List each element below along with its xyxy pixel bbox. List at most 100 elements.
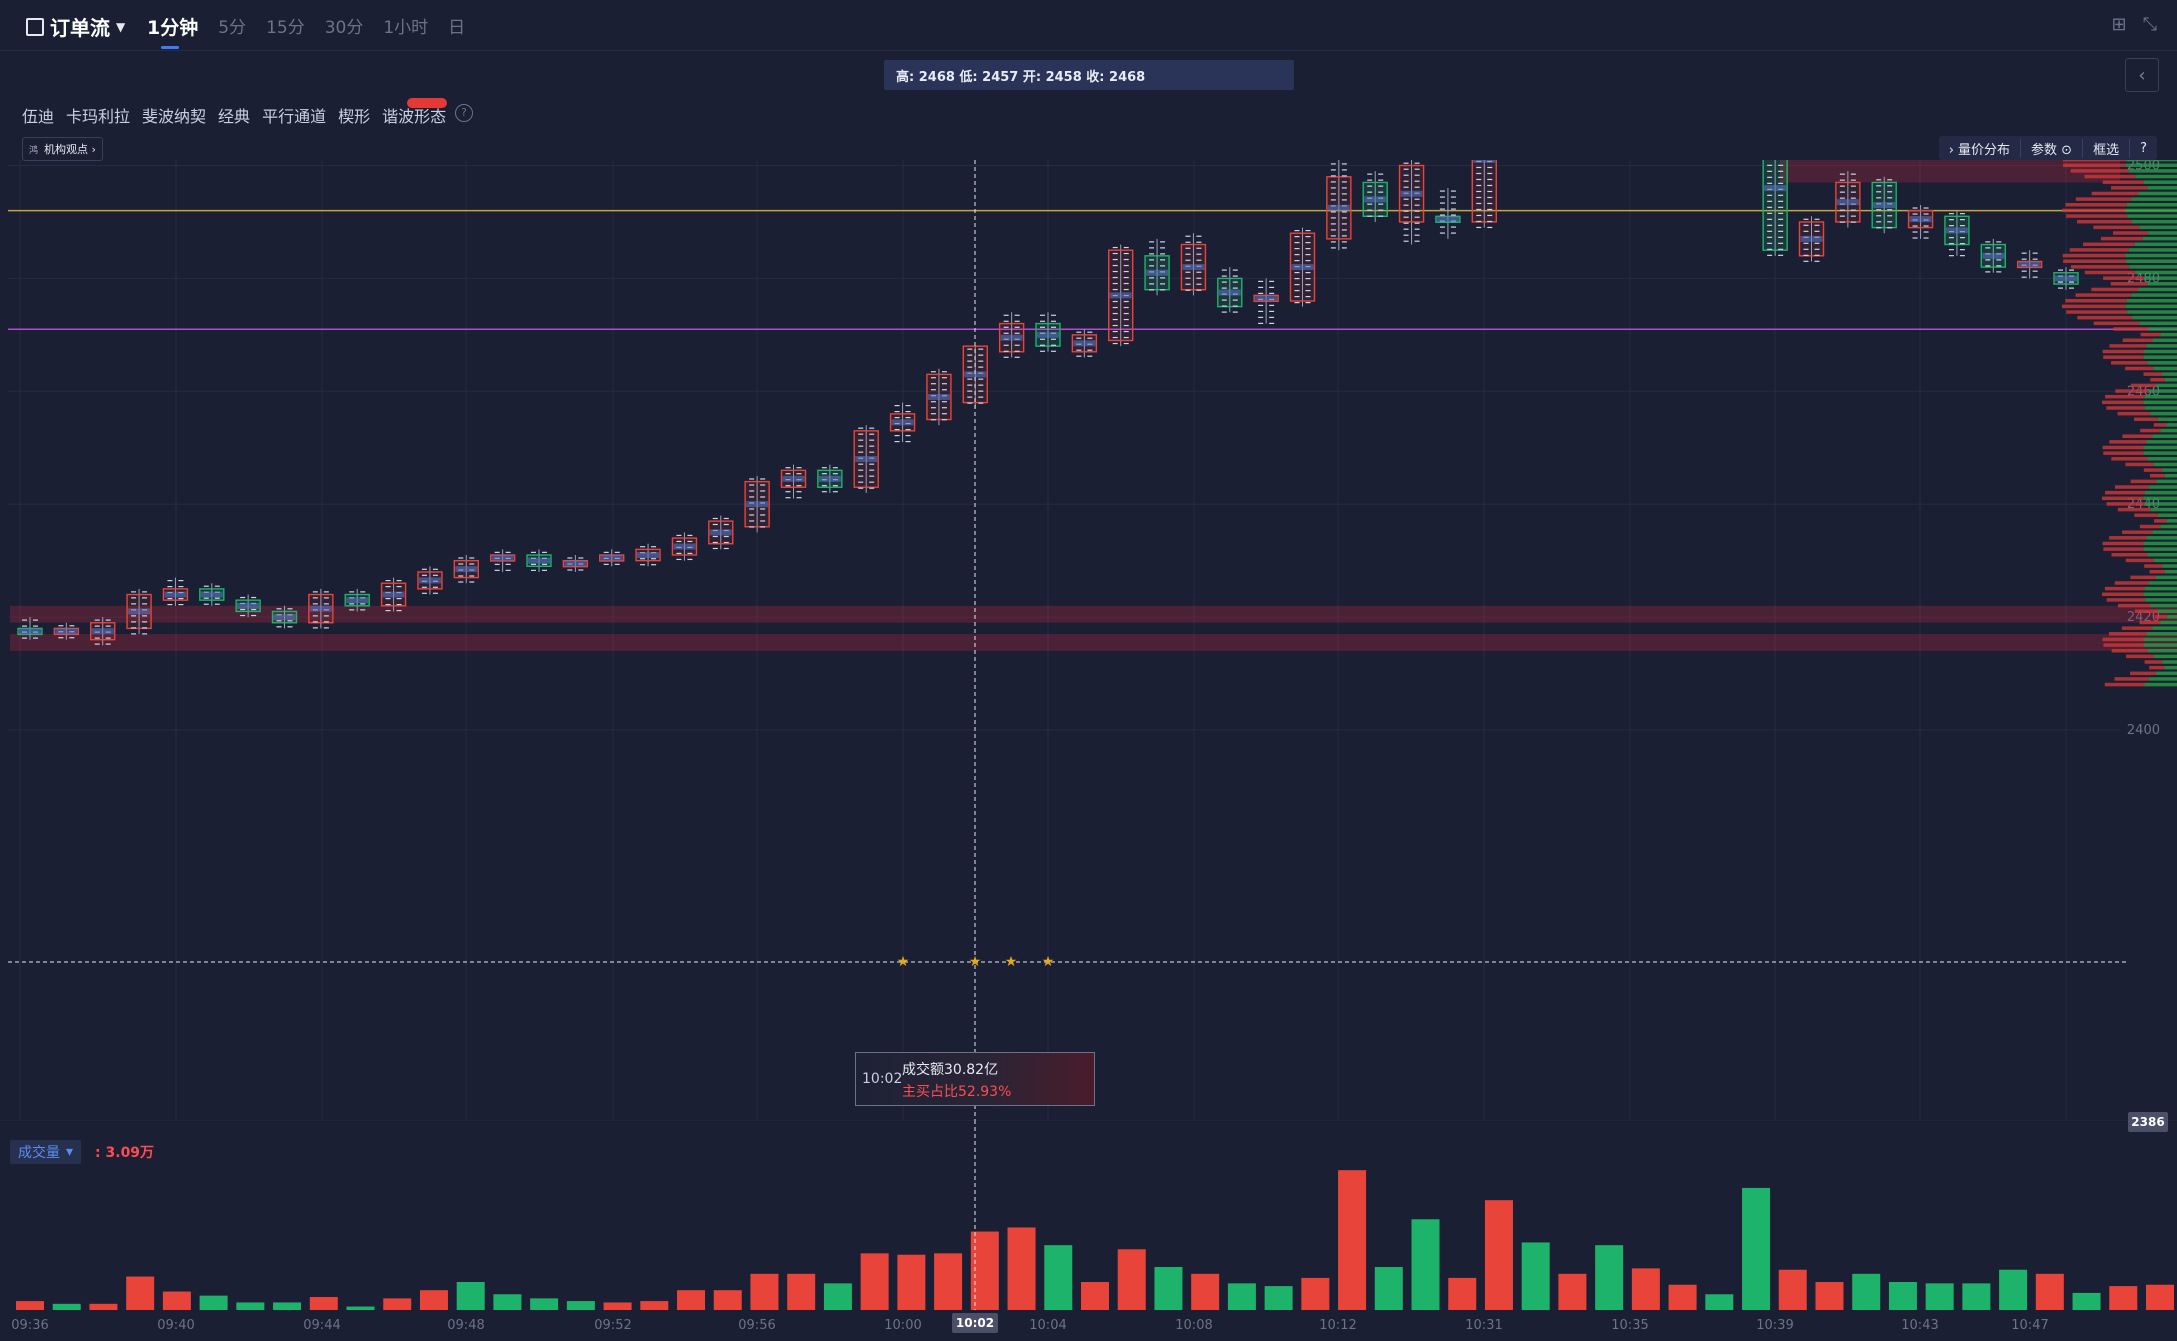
x-tick-label: 10:35 [1611, 1318, 1648, 1333]
profile-bar-sell [2063, 163, 2126, 167]
profile-bar-buy [2143, 496, 2177, 501]
volume-chart[interactable] [0, 1120, 2177, 1310]
profile-bar-buy [2139, 225, 2177, 230]
profile-bar-sell [2115, 485, 2150, 489]
poc-marker [528, 557, 550, 564]
profile-bar-sell [2144, 564, 2163, 568]
profile-bar-buy [2125, 259, 2177, 263]
profile-bar-sell [2077, 219, 2133, 224]
help-button[interactable]: ? [2140, 140, 2147, 156]
profile-bar-buy [2143, 349, 2177, 354]
pattern-fibonacci[interactable]: 斐波纳契 [142, 107, 207, 126]
poc-marker [164, 591, 187, 598]
volume-bar [16, 1301, 44, 1310]
poc-marker [673, 543, 696, 550]
layout-grid-icon[interactable]: ⊞ [2111, 14, 2127, 35]
profile-bar-sell [2114, 677, 2149, 681]
profile-bar-sell [2104, 682, 2145, 687]
profile-bar-sell [2102, 445, 2144, 450]
profile-bar-sell [2102, 637, 2144, 642]
poc-marker [818, 475, 841, 482]
pattern-woody[interactable]: 伍迪 [22, 107, 55, 126]
poc-marker [1909, 216, 1932, 223]
profile-bar-sell [2115, 389, 2150, 393]
profile-bar-sell [2104, 586, 2145, 591]
footprint-candle [1108, 244, 1134, 347]
profile-bar-buy [2160, 428, 2177, 433]
volume-bar [309, 1297, 338, 1310]
tab-1min[interactable]: 1分钟 [147, 13, 198, 49]
pattern-wedge[interactable]: 楔形 [338, 107, 371, 126]
profile-bar-sell [2103, 276, 2144, 280]
profile-bar-sell [2093, 321, 2140, 326]
poc-marker [1000, 334, 1023, 341]
profile-bar-sell [2109, 536, 2147, 540]
profile-bar-buy [2164, 569, 2177, 574]
profile-bar-sell [2103, 643, 2144, 647]
footprint-candle [126, 588, 152, 635]
profile-bar-buy [2149, 485, 2177, 489]
footprint-candle [998, 312, 1025, 358]
volume-indicator-select[interactable]: 成交量 ▾ [10, 1140, 82, 1164]
profile-bar-buy [2129, 265, 2177, 269]
volume-bar [1448, 1277, 1477, 1310]
poc-marker [709, 529, 732, 536]
profile-bar-buy [2152, 530, 2177, 534]
volume-bar [1778, 1269, 1807, 1310]
institution-view-button[interactable]: 鸿 机构观点 › [22, 137, 103, 161]
tab-15min[interactable]: 15分 [266, 18, 305, 38]
profile-bar-sell [2082, 242, 2135, 247]
profile-bar-sell [2140, 428, 2161, 433]
profile-bar-sell [2063, 259, 2126, 263]
footprint-candle [1362, 171, 1388, 222]
profile-bar-buy [2153, 558, 2177, 563]
profile-bar-sell [2102, 180, 2144, 184]
collapse-arrows-icon[interactable]: ⤡ [2142, 14, 2157, 35]
profile-bar-buy [2156, 383, 2177, 388]
volume-bar [199, 1295, 228, 1310]
profile-bar-sell [2109, 440, 2147, 444]
profile-bar-sell [2111, 186, 2148, 190]
profile-bar-sell [2062, 208, 2126, 213]
pattern-harmonic[interactable]: 谐波形态 [382, 107, 447, 126]
profile-bar-buy [2155, 671, 2177, 676]
footprint-candle [926, 368, 952, 426]
box-select-button[interactable]: 框选 [2083, 138, 2131, 158]
volume-profile-button[interactable]: › 量价分布 [1939, 138, 2022, 158]
poc-marker [382, 591, 405, 598]
profile-bar-sell [2066, 214, 2128, 218]
candlestick-chart[interactable]: 240024202440246024802500★★★★ [0, 160, 2177, 1120]
volume-bar [787, 1273, 816, 1310]
orderflow-selector[interactable]: 订单流 ▼ [26, 12, 125, 41]
tab-5min[interactable]: 5分 [218, 18, 247, 38]
footprint-candle [1144, 238, 1170, 296]
poc-marker [1800, 235, 1823, 242]
profile-bar-sell [2122, 338, 2153, 342]
volume-bar [897, 1254, 926, 1310]
profile-bar-buy [2125, 304, 2177, 309]
profile-bar-sell [2134, 417, 2158, 422]
collapse-panel-button[interactable]: ‹ [2125, 58, 2159, 92]
tab-30min[interactable]: 30分 [324, 18, 364, 38]
pattern-parallel-channel[interactable]: 平行通道 [262, 107, 327, 126]
footprint-candle [53, 622, 80, 640]
tab-day[interactable]: 日 [448, 18, 466, 38]
tab-1hour[interactable]: 1小时 [383, 18, 429, 38]
profile-bar-buy [2143, 355, 2177, 359]
footprint-candle [489, 549, 516, 572]
volume-bar [1852, 1273, 1881, 1310]
pattern-classic[interactable]: 经典 [218, 107, 251, 126]
footprint-candle [671, 532, 698, 561]
pattern-camarilla[interactable]: 卡玛利拉 [66, 107, 131, 126]
poc-marker [1037, 331, 1059, 338]
top-right-icons: ⊞ ⤡ [2112, 14, 2158, 35]
profile-bar-buy [2152, 626, 2177, 630]
profile-bar-sell [2105, 490, 2145, 495]
footprint-candle [1798, 216, 1825, 262]
help-icon[interactable]: ? [455, 104, 473, 122]
profile-bar-sell [2118, 603, 2151, 608]
poc-marker [128, 608, 151, 615]
profile-bar-buy [2162, 468, 2177, 472]
params-button[interactable]: 参数 ⊙ [2021, 138, 2084, 158]
price-zone [10, 605, 2177, 623]
